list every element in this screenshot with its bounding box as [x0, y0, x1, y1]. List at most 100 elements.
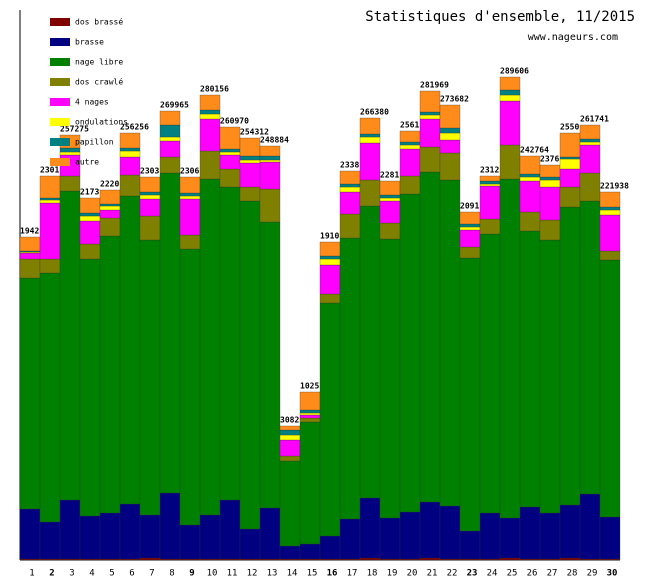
bar-segment	[159, 110, 181, 126]
bar-segment	[79, 197, 101, 214]
bar-segment	[499, 94, 521, 102]
bar-segment	[99, 217, 121, 237]
bar-segment	[459, 211, 481, 225]
bar-segment	[139, 176, 161, 193]
bar-segment	[59, 190, 81, 501]
bar-segment	[599, 206, 621, 211]
bar-segment	[79, 215, 101, 222]
bar-segment	[339, 213, 361, 239]
bar-segment	[539, 558, 561, 561]
x-tick-label: 30	[607, 569, 618, 579]
bar-segment	[259, 221, 281, 509]
bar-segment	[539, 179, 561, 188]
bar-segment	[279, 455, 301, 462]
bar-segment	[239, 162, 261, 188]
bar-segment	[139, 191, 161, 196]
bar-segment	[39, 175, 61, 199]
bar-segment	[199, 178, 221, 516]
total-label: 1025	[300, 382, 319, 391]
bar-segment	[119, 147, 141, 152]
bar-segment	[419, 114, 441, 120]
bar-segment	[299, 412, 321, 416]
bar-segment	[39, 197, 61, 201]
bar-segment	[39, 272, 61, 523]
legend-swatch	[50, 118, 70, 126]
bar-segment	[419, 111, 441, 116]
bar-segment	[419, 90, 441, 113]
bar-segment	[59, 558, 81, 561]
bar-segment	[499, 100, 521, 146]
bar-segment	[199, 514, 221, 560]
x-tick-label: 14	[287, 569, 298, 579]
bar-segment	[379, 197, 401, 202]
bar-segment	[239, 137, 261, 157]
bar-segment	[39, 202, 61, 260]
bar-segment	[259, 159, 281, 163]
bar-segment	[259, 161, 281, 190]
bar-segment	[599, 250, 621, 261]
total-label: 280156	[200, 85, 229, 94]
bar-segment	[19, 508, 41, 560]
total-label: 2561	[400, 121, 419, 130]
bar-segment	[559, 158, 581, 170]
bar-segment	[439, 505, 461, 560]
x-tick-label: 16	[327, 569, 338, 579]
bar-segment	[559, 156, 581, 160]
bar-segment	[359, 557, 381, 561]
bar-segment	[139, 514, 161, 559]
bar-segment	[399, 193, 421, 513]
bar-segment	[459, 246, 481, 259]
bar-segment	[559, 504, 581, 559]
bar-segment	[399, 144, 421, 150]
bar-segment	[79, 258, 101, 517]
x-tick-label: 3	[69, 569, 74, 579]
bar-segment	[439, 139, 461, 154]
x-tick-label: 1	[29, 569, 34, 579]
bar-segment	[279, 425, 301, 431]
total-label: 2303	[140, 167, 159, 176]
bar-segment	[539, 512, 561, 560]
bar-segment	[559, 132, 581, 158]
bar-segment	[219, 126, 241, 150]
bar-segment	[479, 183, 501, 187]
bar-segment	[179, 234, 201, 250]
bar-segment	[239, 558, 261, 561]
total-label: 2281	[380, 171, 399, 180]
x-tick-label: 25	[507, 569, 518, 579]
bar-segment	[579, 558, 601, 561]
bar-segment	[579, 200, 601, 495]
bar-segment	[559, 186, 581, 208]
bar-segment	[479, 512, 501, 560]
bar-segment	[119, 156, 141, 176]
x-tick-label: 13	[267, 569, 278, 579]
legend-swatch	[50, 38, 70, 46]
bar-segment	[159, 136, 181, 142]
bar-segment	[359, 117, 381, 135]
bar-segment	[59, 499, 81, 560]
bar-segment	[579, 493, 601, 560]
bar-segment	[199, 113, 221, 120]
bar-segment	[119, 195, 141, 505]
bar-segment	[499, 178, 521, 519]
bar-segment	[259, 507, 281, 560]
bar-segment	[399, 130, 421, 143]
bar-segment	[519, 173, 541, 178]
bar-segment	[579, 172, 601, 202]
total-label: 2306	[180, 167, 199, 176]
legend-label: nage libre	[75, 58, 123, 67]
total-label: 266380	[360, 108, 389, 117]
bar-segment	[79, 558, 101, 561]
bar-segment	[599, 209, 621, 216]
total-label: 2301	[40, 166, 59, 175]
bar-segment	[99, 189, 121, 205]
total-label: 221938	[600, 182, 629, 191]
bar-segment	[319, 264, 341, 295]
bar-segment	[579, 144, 601, 174]
bar-segment	[379, 558, 401, 561]
bar-segment	[279, 439, 301, 457]
bar-segment	[599, 214, 621, 252]
bar-segment	[219, 186, 241, 501]
legend-label: ondulations	[75, 118, 128, 127]
bar-segment	[159, 124, 181, 138]
